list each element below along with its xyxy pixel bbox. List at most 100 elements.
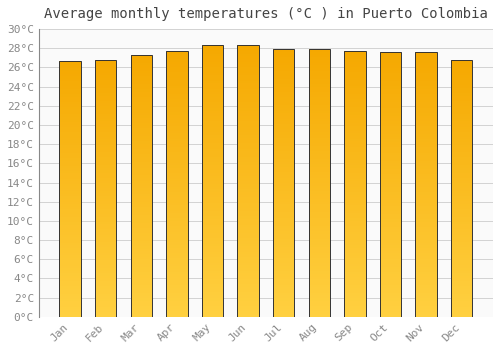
Bar — [451, 108, 472, 111]
Bar — [344, 240, 366, 243]
Bar — [451, 284, 472, 286]
Bar — [130, 65, 152, 68]
Bar — [273, 303, 294, 306]
Bar — [451, 142, 472, 145]
Bar — [166, 298, 188, 301]
Bar — [238, 48, 259, 51]
Bar — [451, 250, 472, 253]
Bar — [202, 143, 223, 146]
Bar — [202, 252, 223, 254]
Bar — [166, 253, 188, 256]
Bar — [166, 123, 188, 126]
Bar — [202, 181, 223, 184]
Bar — [308, 202, 330, 204]
Bar — [202, 303, 223, 306]
Bar — [308, 52, 330, 55]
Bar — [130, 128, 152, 131]
Bar — [273, 121, 294, 124]
Bar — [202, 54, 223, 56]
Bar — [238, 89, 259, 91]
Bar — [380, 86, 401, 89]
Bar — [451, 78, 472, 80]
Bar — [238, 170, 259, 173]
Bar — [308, 263, 330, 266]
Bar — [166, 189, 188, 192]
Bar — [380, 155, 401, 158]
Bar — [238, 168, 259, 170]
Bar — [60, 166, 81, 168]
Bar — [60, 63, 81, 66]
Bar — [451, 240, 472, 242]
Bar — [308, 290, 330, 293]
Bar — [416, 169, 437, 171]
Bar — [60, 281, 81, 284]
Bar — [380, 224, 401, 227]
Bar — [451, 75, 472, 78]
Bar — [60, 309, 81, 312]
Bar — [202, 59, 223, 62]
Bar — [238, 130, 259, 132]
Bar — [451, 132, 472, 134]
Bar — [344, 136, 366, 139]
Bar — [416, 142, 437, 145]
Bar — [416, 81, 437, 84]
Bar — [416, 68, 437, 71]
Bar — [238, 203, 259, 205]
Bar — [416, 190, 437, 193]
Bar — [95, 237, 116, 240]
Bar — [308, 79, 330, 81]
Bar — [451, 191, 472, 194]
Bar — [95, 162, 116, 165]
Bar — [130, 238, 152, 241]
Bar — [344, 67, 366, 70]
Bar — [416, 274, 437, 277]
Bar — [238, 189, 259, 192]
Bar — [238, 62, 259, 64]
Bar — [95, 114, 116, 116]
Bar — [238, 56, 259, 59]
Bar — [60, 212, 81, 214]
Bar — [202, 178, 223, 181]
Bar — [451, 204, 472, 206]
Bar — [451, 247, 472, 250]
Bar — [60, 74, 81, 76]
Bar — [60, 235, 81, 237]
Bar — [273, 60, 294, 63]
Bar — [416, 100, 437, 102]
Bar — [308, 196, 330, 199]
Bar — [202, 48, 223, 51]
Bar — [308, 49, 330, 52]
Bar — [60, 61, 81, 63]
Bar — [380, 139, 401, 142]
Bar — [308, 127, 330, 130]
Bar — [451, 307, 472, 309]
Bar — [416, 63, 437, 65]
Bar — [273, 116, 294, 119]
Bar — [380, 145, 401, 147]
Bar — [202, 100, 223, 102]
Bar — [166, 75, 188, 78]
Bar — [238, 254, 259, 257]
Bar — [451, 255, 472, 258]
Bar — [308, 57, 330, 60]
Bar — [166, 67, 188, 70]
Bar — [273, 309, 294, 312]
Bar — [130, 147, 152, 149]
Bar — [308, 156, 330, 159]
Bar — [238, 205, 259, 208]
Bar — [344, 269, 366, 272]
Bar — [60, 191, 81, 194]
Bar — [273, 282, 294, 285]
Bar — [95, 108, 116, 111]
Bar — [238, 113, 259, 116]
Bar — [95, 258, 116, 260]
Bar — [416, 134, 437, 137]
Bar — [416, 314, 437, 317]
Bar — [308, 63, 330, 65]
Bar — [95, 165, 116, 168]
Bar — [238, 309, 259, 312]
Bar — [380, 312, 401, 314]
Bar — [202, 314, 223, 317]
Bar — [130, 131, 152, 133]
Bar — [202, 80, 223, 83]
